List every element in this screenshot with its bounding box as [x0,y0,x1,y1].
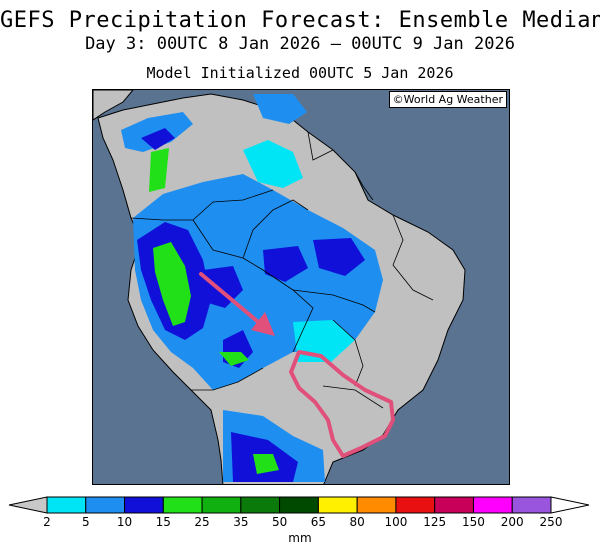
map-canvas [93,90,466,484]
legend-above-arrow [550,496,590,514]
legend-tick-label: 250 [539,515,563,529]
legend-tick-label: 65 [310,515,327,529]
legend-tick-label: 5 [81,515,90,529]
legend-below-arrow [8,496,48,514]
legend-swatch [317,496,358,514]
legend-tick-label: 35 [233,515,249,529]
model-init-time: Model Initialized 00UTC 5 Jan 2026 [146,64,454,82]
legend-swatch [472,496,513,514]
legend-colorbar [8,496,590,514]
legend-swatch [240,496,281,514]
legend-swatch [279,496,319,514]
credit-label: ©World Ag Weather [388,91,507,108]
legend-swatch [434,496,474,514]
central-america-land [93,90,134,121]
legend-tick-label: 200 [500,515,524,529]
legend-swatch [85,496,126,514]
legend-tick-label: 100 [384,515,408,529]
forecast-period: Day 3: 00UTC 8 Jan 2026 — 00UTC 9 Jan 20… [85,34,515,54]
country-borders [130,131,434,409]
legend-tick-label: 150 [462,515,485,529]
legend-tick-label: 10 [116,515,133,529]
precip-shading [121,94,383,482]
legend-tick-label: 80 [349,515,365,529]
annotation-arrow [199,272,275,336]
annotation-outline [289,350,395,458]
legend-tick-label: 15 [155,515,171,529]
legend-swatch [162,496,203,514]
legend-tick-label: 2 [43,515,51,529]
legend-swatch [511,496,552,514]
legend-units: mm [288,531,312,545]
legend-swatch [201,496,242,514]
legend-swatch [46,496,87,514]
map-title: GEFS Precipitation Forecast: Ensemble Me… [0,8,600,33]
legend-swatch [356,496,397,514]
legend-swatch [124,496,164,514]
legend-tick-label: 25 [194,515,210,529]
precip-legend: mm 2 5 10 15 25 35 50 65 80 100 125 150 200 250 [0,494,600,548]
legend-swatch [395,496,436,514]
legend-tick-label: 50 [271,515,288,529]
precipitation-map: ©World Ag Weather [92,89,510,485]
legend-tick-label: 125 [423,515,447,529]
